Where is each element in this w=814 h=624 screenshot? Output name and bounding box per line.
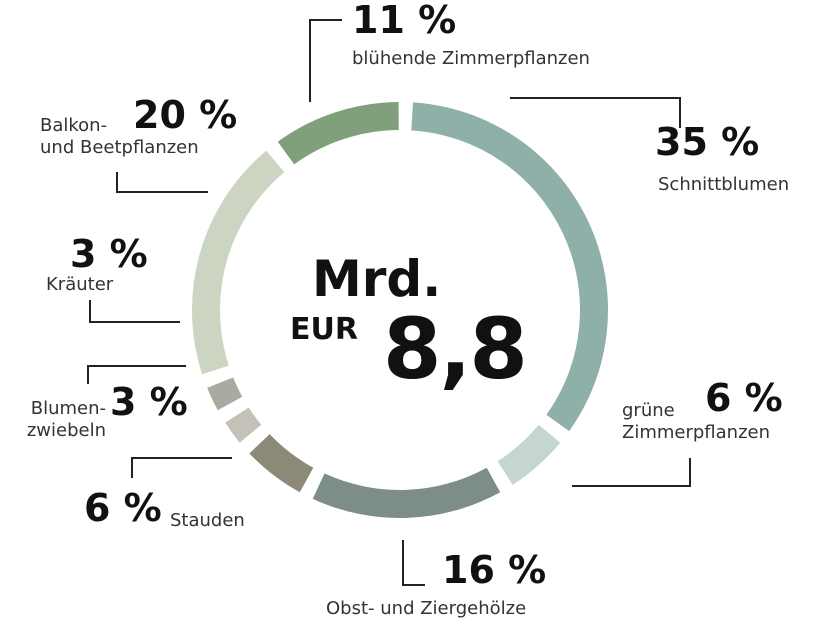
category-label: grüne Zimmerpflanzen: [622, 400, 770, 443]
category-label: Schnittblumen: [658, 174, 789, 196]
category-label: Obst- und Ziergehölze: [326, 598, 526, 620]
category-label: Blumen- zwiebeln: [8, 398, 106, 441]
leader-line: [310, 20, 342, 102]
donut-segment: [278, 102, 399, 164]
donut-segment: [192, 151, 284, 375]
value-label: 35 %: [655, 120, 759, 166]
donut-segment: [313, 468, 500, 518]
value-label: 16 %: [442, 548, 546, 594]
center-total: 8,8: [383, 300, 526, 398]
category-label: blühende Zimmerpflanzen: [352, 48, 590, 70]
leader-line: [403, 540, 425, 585]
value-label: 11 %: [352, 0, 456, 44]
category-label: Balkon- und Beetpflanzen: [40, 115, 240, 158]
center-currency: EUR: [290, 312, 358, 347]
donut-segment: [498, 425, 561, 485]
donut-segment: [249, 434, 313, 492]
donut-segment: [225, 408, 261, 443]
leader-line: [572, 458, 690, 486]
category-label: Kräuter: [46, 274, 113, 296]
donut-segment: [207, 377, 242, 410]
leader-line: [117, 172, 208, 192]
leader-line: [132, 458, 232, 478]
value-label: 6 %: [84, 486, 162, 532]
leader-line: [90, 300, 180, 322]
value-label: 3 %: [70, 232, 148, 278]
chart: Mrd. EUR 8,8 11 %blühende Zimmerpflanzen…: [0, 0, 814, 624]
category-label: Stauden: [170, 510, 245, 532]
value-label: 3 %: [110, 380, 188, 426]
